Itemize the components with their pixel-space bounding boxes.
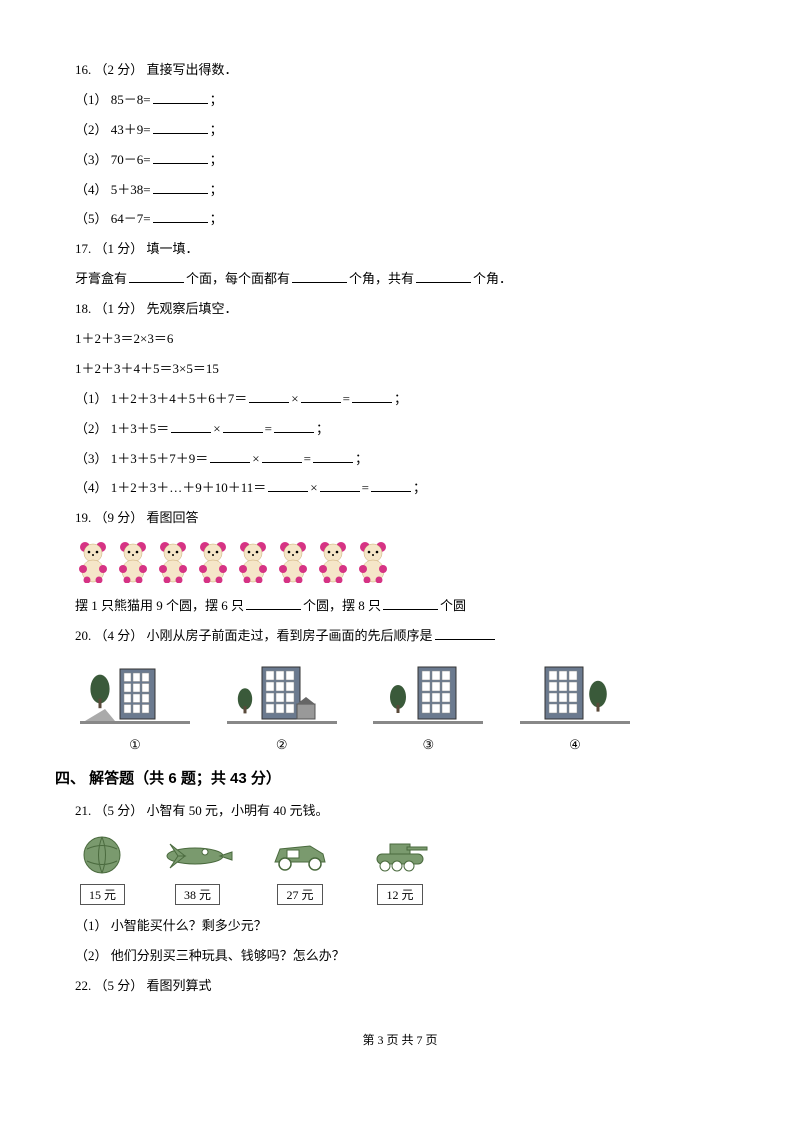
q22-header: 22. （5 分） 看图列算式 (75, 971, 725, 1001)
page-footer: 第 3 页 共 7 页 (75, 1031, 725, 1048)
q17-d: 个角． (473, 271, 512, 286)
toy-item: 27 元 (265, 834, 335, 905)
q21-sub1: （1） 小智能买什么？剩多少元？ (75, 911, 725, 941)
house-option: ① (75, 659, 195, 753)
q16-i2-text: （2） 43＋9= (75, 122, 151, 137)
q18-i2: （2） 1＋3＋5＝×=； (75, 414, 725, 444)
blank[interactable] (301, 388, 341, 403)
q16-i3-text: （3） 70－6= (75, 152, 151, 167)
q16-i4-text: （4） 5＋38= (75, 182, 151, 197)
blank[interactable] (416, 268, 471, 283)
blank[interactable] (435, 625, 495, 640)
toy-price: 38 元 (175, 884, 220, 905)
blank[interactable] (352, 388, 392, 403)
panda-icon (75, 539, 111, 587)
q18-i3-t: （3） 1＋3＋5＋7＋9＝ (75, 451, 208, 466)
q19-b: 个圆，摆 8 只 (303, 598, 381, 613)
blank[interactable] (249, 388, 289, 403)
q17-c: 个角，共有 (349, 271, 414, 286)
q18-i1: （1） 1＋2＋3＋4＋5＋6＋7＝×=； (75, 384, 725, 414)
blank[interactable] (153, 179, 208, 194)
q17-b: 个面，每个面都有 (186, 271, 290, 286)
section-4-header: 四、 解答题（共 6 题；共 43 分） (55, 767, 725, 788)
q19-body: 摆 1 只熊猫用 9 个圆，摆 6 只 个圆，摆 8 只 个圆 (75, 591, 725, 621)
q20-h-t: 20. （4 分） 小刚从房子前面走过，看到房子画面的先后顺序是 (75, 628, 433, 643)
q16-item-1: （1） 85－8=； (75, 85, 725, 115)
q20-header: 20. （4 分） 小刚从房子前面走过，看到房子画面的先后顺序是 (75, 621, 725, 651)
toy-item: 12 元 (365, 834, 435, 905)
house-label: ④ (515, 737, 635, 753)
house-option: ③ (368, 659, 488, 753)
panda-icon (275, 539, 311, 587)
q16-i5-text: （5） 64－7= (75, 211, 151, 226)
panda-icon (115, 539, 151, 587)
toy-row: 15 元 38 元 27 元 12 元 (75, 834, 725, 905)
panda-icon (155, 539, 191, 587)
house-option: ② (222, 659, 342, 753)
q18-ex2: 1＋2＋3＋4＋5＝3×5＝15 (75, 354, 725, 384)
blank[interactable] (153, 119, 208, 134)
q17-header: 17. （1 分） 填一填． (75, 234, 725, 264)
q18-ex1: 1＋2＋3＝2×3＝6 (75, 324, 725, 354)
blank[interactable] (153, 208, 208, 223)
blank[interactable] (274, 418, 314, 433)
blank[interactable] (268, 477, 308, 492)
blank[interactable] (223, 418, 263, 433)
toy-price: 27 元 (277, 884, 322, 905)
house-option: ④ (515, 659, 635, 753)
toy-price: 15 元 (80, 884, 125, 905)
house-label: ① (75, 737, 195, 753)
q18-i2-t: （2） 1＋3＋5＝ (75, 421, 169, 436)
blank[interactable] (371, 477, 411, 492)
q21-header: 21. （5 分） 小智有 50 元，小明有 40 元钱。 (75, 796, 725, 826)
toy-item: 38 元 (160, 834, 235, 905)
q18-header: 18. （1 分） 先观察后填空． (75, 294, 725, 324)
blank[interactable] (292, 268, 347, 283)
q16-item-3: （3） 70－6=； (75, 145, 725, 175)
panda-icon (235, 539, 271, 587)
blank[interactable] (153, 149, 208, 164)
panda-icon (195, 539, 231, 587)
q18-i4-t: （4） 1＋2＋3＋…＋9＋10＋11＝ (75, 480, 266, 495)
toy-price: 12 元 (377, 884, 422, 905)
q17-body: 牙膏盒有 个面，每个面都有 个角，共有 个角． (75, 264, 725, 294)
house-label: ③ (368, 737, 488, 753)
q18-i3: （3） 1＋3＋5＋7＋9＝×=； (75, 444, 725, 474)
q19-c: 个圆 (440, 598, 466, 613)
q19-a: 摆 1 只熊猫用 9 个圆，摆 6 只 (75, 598, 244, 613)
blank[interactable] (313, 448, 353, 463)
blank[interactable] (171, 418, 211, 433)
blank[interactable] (246, 595, 301, 610)
blank[interactable] (320, 477, 360, 492)
q16-item-5: （5） 64－7=； (75, 204, 725, 234)
blank[interactable] (383, 595, 438, 610)
q21-sub2: （2） 他们分别买三种玩具、钱够吗？怎么办？ (75, 941, 725, 971)
house-row: ① ② ③ ④ (75, 659, 635, 753)
q16-item-2: （2） 43＋9=； (75, 115, 725, 145)
panda-row (75, 539, 725, 587)
panda-icon (355, 539, 391, 587)
panda-icon (315, 539, 351, 587)
q16-item-4: （4） 5＋38=； (75, 175, 725, 205)
blank[interactable] (129, 268, 184, 283)
blank[interactable] (210, 448, 250, 463)
blank[interactable] (153, 89, 208, 104)
q16-i1-text: （1） 85－8= (75, 92, 151, 107)
blank[interactable] (262, 448, 302, 463)
house-label: ② (222, 737, 342, 753)
toy-item: 15 元 (75, 834, 130, 905)
q18-i1-t: （1） 1＋2＋3＋4＋5＋6＋7＝ (75, 391, 247, 406)
q16-header: 16. （2 分） 直接写出得数． (75, 55, 725, 85)
q19-header: 19. （9 分） 看图回答 (75, 503, 725, 533)
q17-a: 牙膏盒有 (75, 271, 127, 286)
q18-i4: （4） 1＋2＋3＋…＋9＋10＋11＝×=； (75, 473, 725, 503)
